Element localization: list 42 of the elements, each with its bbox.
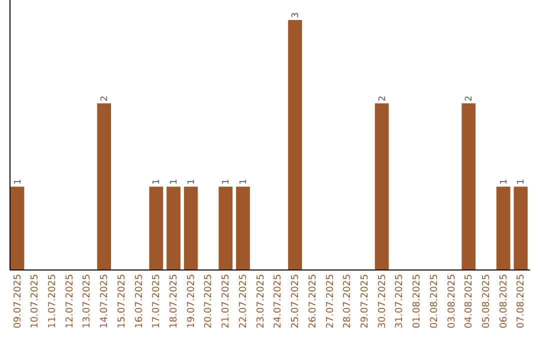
data-label: 1 (13, 178, 24, 185)
x-tick-label: 11.07.2025 (47, 274, 58, 328)
x-tick-label: 22.07.2025 (238, 274, 249, 328)
x-tick-label: 13.07.2025 (82, 274, 93, 328)
data-label: 2 (100, 96, 110, 102)
data-label: 1 (499, 178, 510, 185)
x-tick-label: 28.07.2025 (342, 274, 354, 328)
x-tick-label: 12.07.2025 (64, 274, 76, 328)
data-label: 1 (152, 178, 162, 185)
x-tick-label: 31.07.2025 (394, 274, 406, 328)
x-tick-label: 29.07.2025 (359, 274, 370, 328)
x-tick-label: 21.07.2025 (220, 274, 232, 328)
data-label: 1 (238, 178, 249, 185)
x-tick-label: 24.07.2025 (272, 274, 284, 328)
data-label: 3 (291, 12, 302, 18)
x-tick-label: 04.08.2025 (464, 274, 475, 328)
data-label: 1 (186, 178, 197, 185)
x-tick-label: 10.07.2025 (30, 274, 41, 328)
x-tick-label: 05.08.2025 (480, 274, 492, 328)
data-label: 1 (170, 178, 180, 185)
x-tick-label: 03.08.2025 (446, 274, 458, 328)
data-label: 1 (516, 178, 527, 185)
x-tick-label: 20.07.2025 (203, 274, 214, 328)
data-label: 2 (464, 96, 475, 102)
x-tick-label: 16.07.2025 (134, 274, 145, 328)
x-tick-label: 06.08.2025 (498, 274, 510, 328)
x-tick-label: 18.07.2025 (168, 274, 180, 328)
x-tick-label: 02.08.2025 (428, 274, 440, 328)
x-tick-label: 19.07.2025 (186, 274, 197, 328)
x-tick-label: 01.08.2025 (412, 274, 423, 328)
x-tick-label: 09.07.2025 (12, 274, 24, 328)
x-tick-label: 26.07.2025 (307, 274, 318, 328)
data-label: 1 (222, 178, 232, 185)
x-tick-label: 07.08.2025 (516, 274, 527, 328)
x-tick-label: 23.07.2025 (255, 274, 266, 328)
data-label: 2 (378, 96, 388, 102)
x-tick-label: 15.07.2025 (116, 274, 128, 328)
x-tick-label: 27.07.2025 (324, 274, 336, 328)
x-tick-label: 25.07.2025 (290, 274, 302, 328)
x-tick-label: 17.07.2025 (151, 274, 162, 328)
x-tick-label: 30.07.2025 (376, 274, 388, 328)
x-tick-label: 14.07.2025 (99, 274, 110, 328)
